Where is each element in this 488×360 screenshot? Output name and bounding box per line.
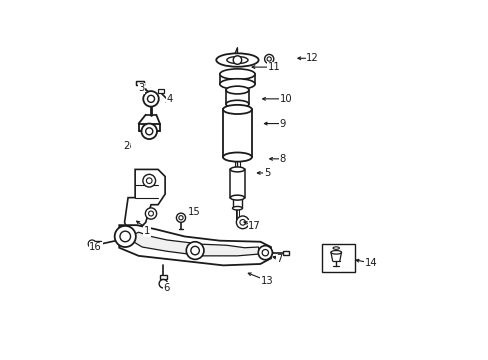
Polygon shape	[133, 232, 258, 256]
Circle shape	[266, 57, 271, 61]
Circle shape	[233, 56, 241, 64]
Circle shape	[264, 54, 273, 64]
Bar	[283, 251, 288, 255]
Bar	[93, 242, 101, 246]
Text: 15: 15	[188, 207, 201, 217]
Text: 10: 10	[279, 94, 292, 104]
Text: 12: 12	[305, 53, 318, 63]
Circle shape	[147, 95, 154, 102]
Ellipse shape	[330, 251, 341, 254]
Text: 3: 3	[139, 83, 144, 93]
Circle shape	[186, 242, 203, 259]
Circle shape	[236, 216, 248, 229]
Circle shape	[143, 91, 159, 107]
Circle shape	[240, 220, 245, 225]
Circle shape	[88, 240, 96, 248]
Circle shape	[265, 249, 272, 256]
Text: 7: 7	[276, 255, 282, 264]
Circle shape	[120, 231, 130, 242]
Text: 14: 14	[364, 258, 376, 268]
Text: 2: 2	[122, 141, 129, 152]
Bar	[322, 244, 354, 273]
Ellipse shape	[219, 69, 255, 80]
Text: 17: 17	[247, 221, 260, 231]
Circle shape	[159, 279, 167, 288]
Circle shape	[142, 174, 155, 187]
Text: 4: 4	[166, 94, 173, 104]
Circle shape	[176, 213, 185, 222]
Ellipse shape	[232, 207, 242, 210]
Bar	[136, 81, 143, 85]
Ellipse shape	[230, 195, 244, 200]
Text: 11: 11	[267, 62, 280, 72]
Ellipse shape	[223, 153, 251, 162]
Ellipse shape	[230, 167, 244, 172]
Circle shape	[258, 246, 272, 260]
Polygon shape	[119, 225, 270, 265]
Circle shape	[141, 123, 157, 139]
Polygon shape	[124, 170, 165, 231]
Circle shape	[179, 216, 183, 220]
Circle shape	[145, 128, 152, 135]
Circle shape	[146, 178, 152, 184]
Circle shape	[114, 226, 136, 247]
Bar	[160, 275, 166, 279]
Ellipse shape	[226, 57, 247, 64]
Circle shape	[145, 208, 156, 219]
Ellipse shape	[223, 105, 251, 114]
Text: 1: 1	[143, 226, 150, 236]
Text: 8: 8	[279, 154, 285, 164]
Text: 5: 5	[264, 168, 270, 178]
Text: 16: 16	[89, 242, 102, 252]
Circle shape	[148, 211, 153, 216]
Ellipse shape	[225, 100, 248, 108]
Ellipse shape	[216, 53, 258, 67]
Bar	[158, 89, 163, 93]
Ellipse shape	[332, 247, 339, 249]
Circle shape	[190, 246, 199, 255]
Ellipse shape	[225, 86, 248, 94]
Text: 6: 6	[163, 283, 169, 293]
Text: 9: 9	[279, 118, 285, 129]
Circle shape	[262, 249, 268, 256]
Text: 13: 13	[260, 275, 272, 285]
Ellipse shape	[219, 79, 255, 89]
